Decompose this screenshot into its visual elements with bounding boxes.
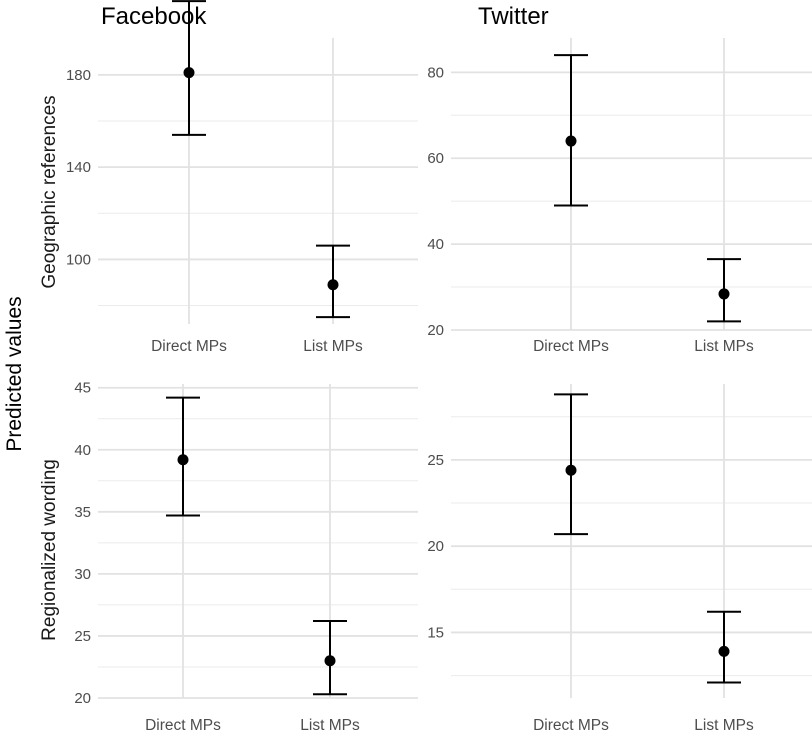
y-tick-label: 80	[427, 64, 444, 81]
x-tick-label: List MPs	[694, 717, 754, 734]
row-title-regionalized-wording: Regionalized wording	[39, 459, 60, 641]
data-point	[565, 135, 577, 147]
y-tick-label: 100	[66, 251, 91, 268]
y-tick-label: 140	[66, 159, 91, 176]
y-tick-label: 35	[74, 504, 91, 521]
x-tick-label: Direct MPs	[533, 338, 609, 355]
y-tick-label: 60	[427, 150, 444, 167]
data-point	[718, 645, 730, 657]
panel-2: 20 40 60 80 Direct MPs List MPs	[427, 38, 812, 355]
panel-3: 20 25 30 35 40 45 Direct MPs List MPs	[74, 380, 418, 734]
y-tick-label: 20	[427, 322, 444, 339]
data-point	[177, 454, 189, 466]
y-tick-label: 40	[74, 442, 91, 459]
row-title-geographic-references: Geographic references	[39, 95, 60, 288]
x-tick-label: List MPs	[694, 338, 754, 355]
y-axis-title: Predicted values	[3, 296, 26, 451]
x-tick-label: Direct MPs	[533, 717, 609, 734]
data-point	[718, 288, 730, 300]
y-tick-label: 20	[427, 538, 444, 555]
x-tick-label: List MPs	[300, 717, 360, 734]
data-point	[565, 464, 577, 476]
panels: 100 140 180 Direct MPs List MPs 20 40 60 80 Direc…	[66, 0, 812, 734]
x-tick-label: Direct MPs	[145, 717, 221, 734]
y-tick-label: 25	[74, 628, 91, 645]
y-tick-label: 20	[74, 690, 91, 707]
x-tick-label: List MPs	[303, 338, 363, 355]
y-tick-label: 15	[427, 624, 444, 641]
y-tick-label: 180	[66, 67, 91, 84]
x-tick-label: Direct MPs	[151, 338, 227, 355]
y-tick-label: 25	[427, 452, 444, 469]
panel-title-facebook: Facebook	[101, 3, 207, 30]
y-tick-label: 40	[427, 236, 444, 253]
data-point	[327, 279, 339, 291]
data-point	[183, 67, 195, 79]
panel-4: 15 20 25 Direct MPs List MPs	[427, 384, 812, 734]
y-tick-label: 45	[74, 380, 91, 397]
data-point	[324, 655, 336, 667]
panel-1: 100 140 180 Direct MPs List MPs	[66, 0, 418, 355]
panel-title-twitter: Twitter	[478, 3, 549, 30]
y-tick-label: 30	[74, 566, 91, 583]
